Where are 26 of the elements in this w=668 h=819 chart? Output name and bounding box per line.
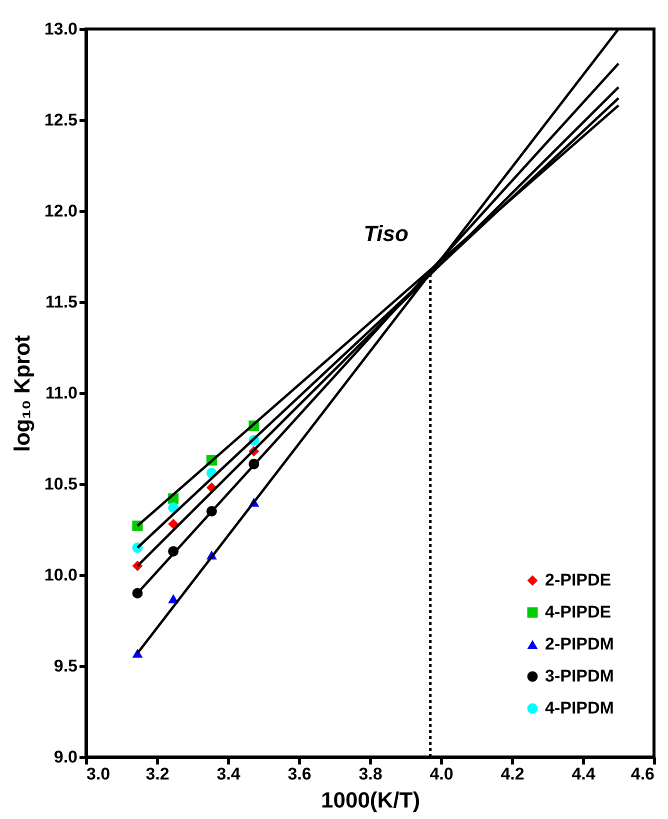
y-axis-title: log₁₀ Kprot <box>9 334 34 452</box>
y-tick-label: 9.5 <box>54 656 78 676</box>
x-tick-label: 3.4 <box>216 764 241 784</box>
x-tick-label: 4.2 <box>500 764 524 784</box>
x-tick-label: 3.2 <box>146 764 170 784</box>
y-tick-label: 11.5 <box>45 292 78 312</box>
x-axis-title: 1000(K/T) <box>320 788 420 812</box>
x-tick-label: 3.8 <box>358 764 382 784</box>
x-tick-label: 4.0 <box>430 764 454 784</box>
annotation: Tiso <box>364 221 408 246</box>
legend-label: 4-PIPDE <box>545 602 612 622</box>
y-tick-label: 10.5 <box>44 474 78 494</box>
x-tick-label: 4.4 <box>572 764 596 784</box>
x-tick-label: 3.0 <box>86 764 110 784</box>
y-tick-label: 11.0 <box>45 384 78 402</box>
y-tick-label: 12.0 <box>44 202 78 220</box>
legend-label: 3-PIPDM <box>545 666 614 686</box>
legend-label: 2-PIPDE <box>545 570 612 590</box>
legend-label: 4-PIPDM <box>545 698 614 718</box>
y-tick-label: 10.0 <box>44 566 78 584</box>
y-tick-label: 12.5 <box>44 110 78 130</box>
x-tick-label: 4.6 <box>630 764 654 784</box>
x-tick-label: 3.6 <box>288 764 312 784</box>
y-tick-label: 13.0 <box>44 20 78 38</box>
legend-label: 2-PIPDM <box>545 634 614 654</box>
y-tick-label: 9.0 <box>54 748 78 766</box>
